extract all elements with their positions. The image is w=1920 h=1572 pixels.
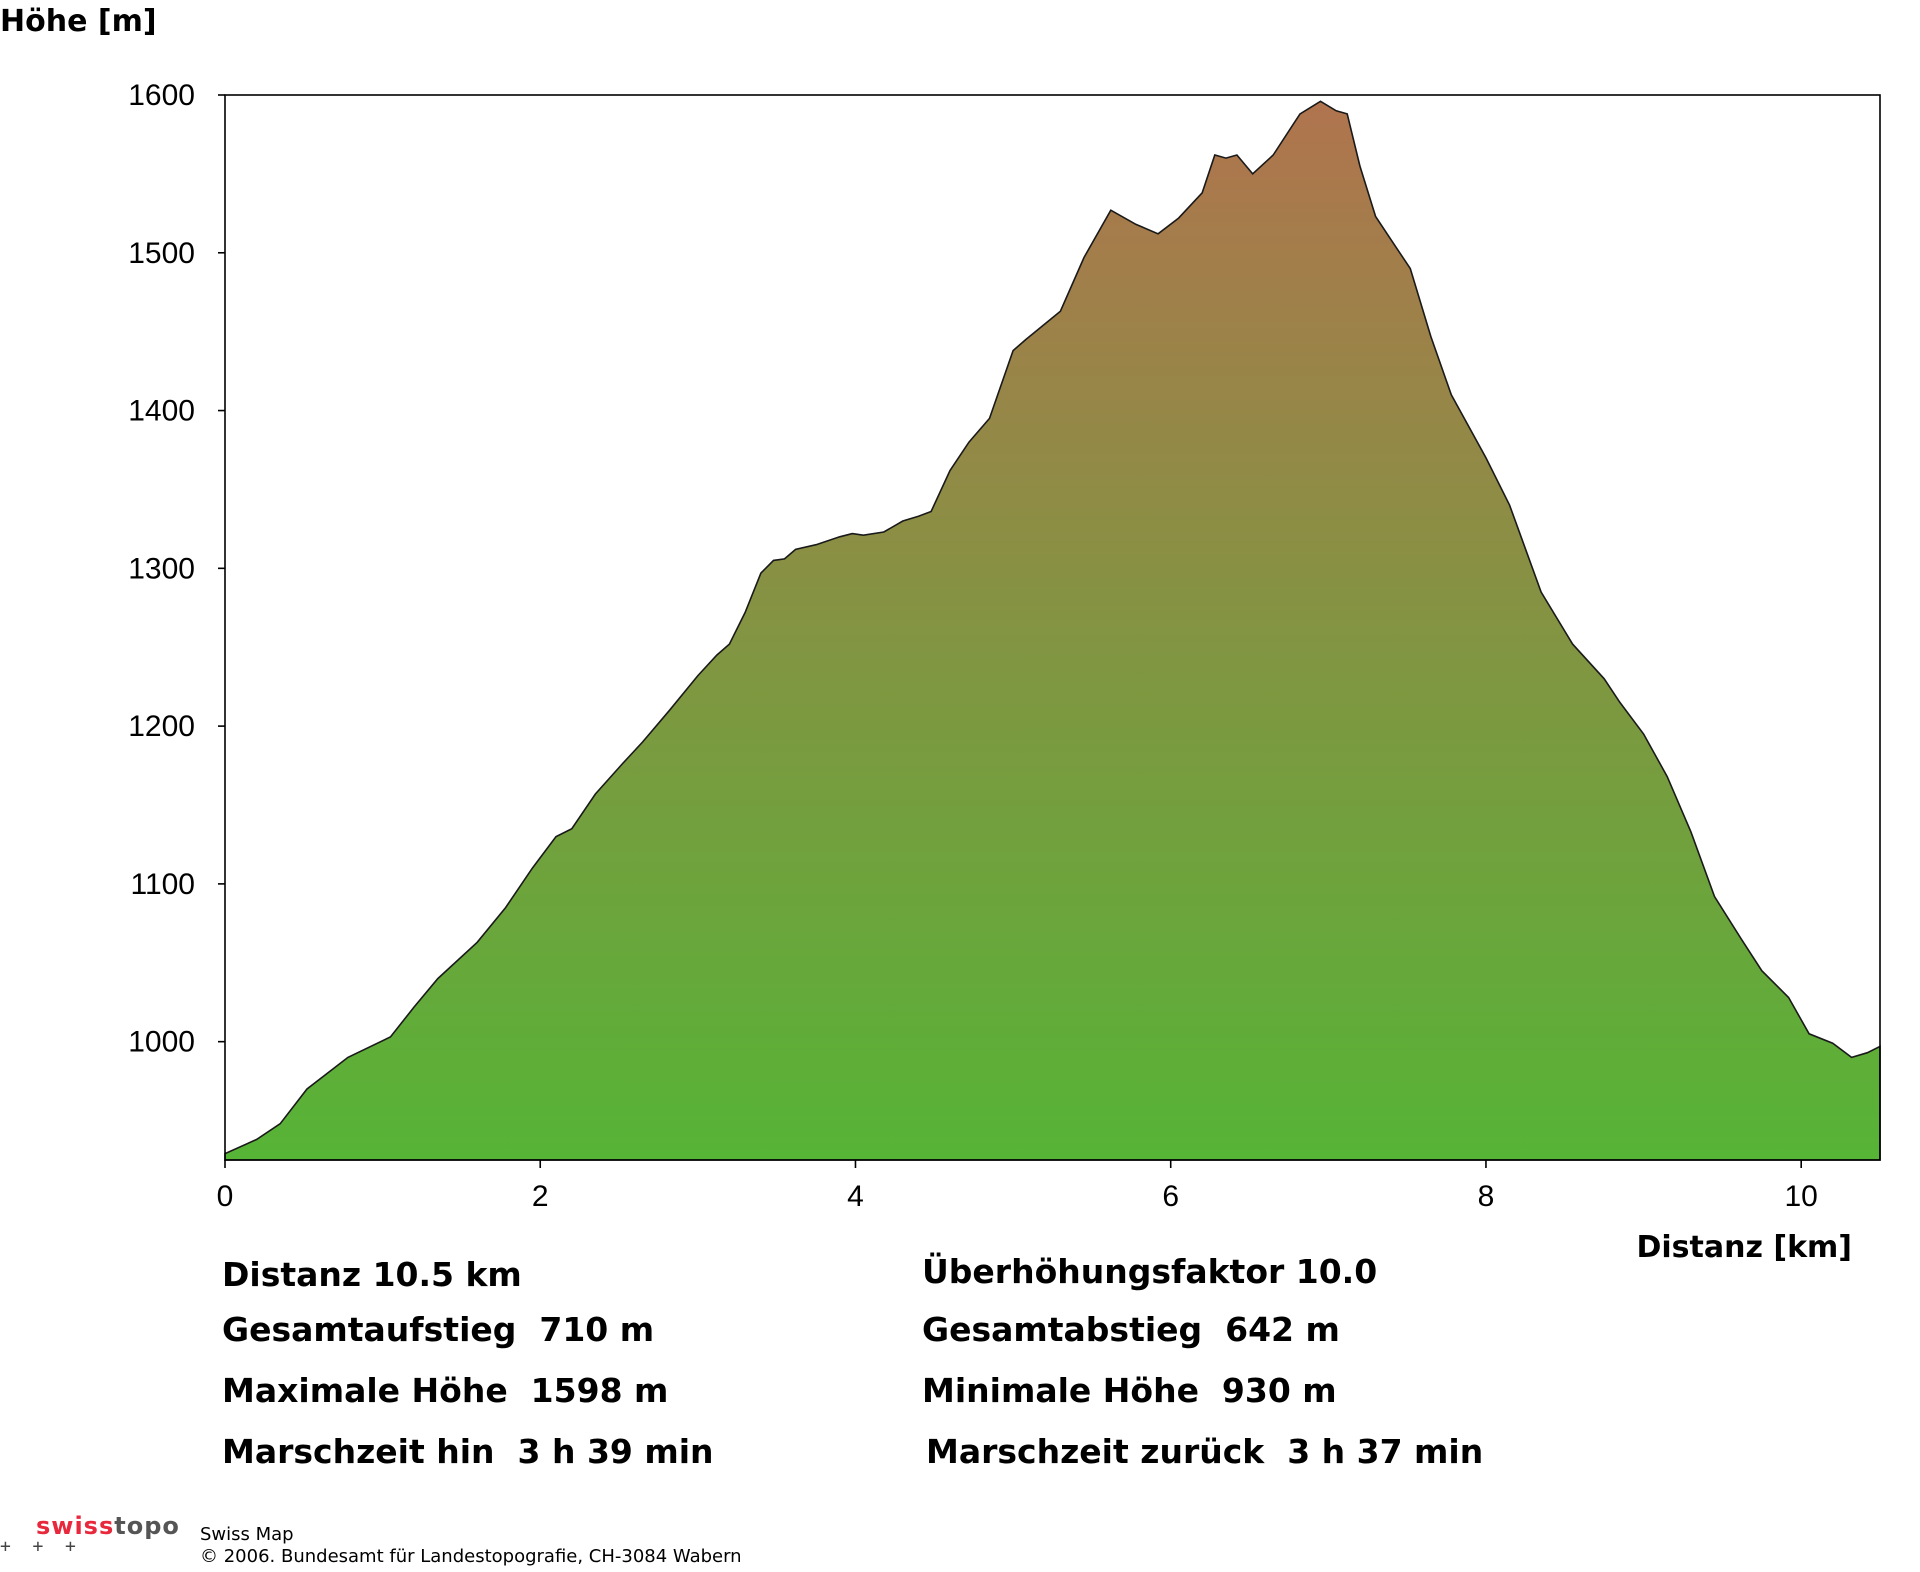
x-axis: 0 2 4 6 8 10 <box>217 1160 1818 1213</box>
elevation-area <box>224 100 1881 1161</box>
stat-ueberhoehungsfaktor: Überhöhungsfaktor 10.0 <box>922 1252 1378 1291</box>
y-tick-label: 1500 <box>128 237 195 270</box>
y-tick-label: 1200 <box>128 710 195 743</box>
x-tick-label: 0 <box>217 1180 234 1213</box>
footer-product: Swiss Map <box>200 1524 294 1545</box>
x-tick-label: 10 <box>1785 1180 1818 1213</box>
logo-topo: topo <box>114 1512 180 1540</box>
y-tick-label: 1400 <box>128 395 195 428</box>
x-tick-label: 2 <box>532 1180 549 1213</box>
y-tick-label: 1600 <box>128 79 195 112</box>
stat-distanz: Distanz 10.5 km <box>222 1255 522 1294</box>
y-axis: 1000 1100 1200 1300 1400 1500 1600 <box>128 79 225 1059</box>
y-axis-title: Höhe [m] <box>0 4 157 39</box>
y-tick-label: 1300 <box>128 552 195 585</box>
y-tick-label: 1000 <box>128 1026 195 1059</box>
x-tick-label: 8 <box>1478 1180 1495 1213</box>
x-axis-title: Distanz [km] <box>1636 1230 1852 1265</box>
logo-swiss: swiss <box>36 1512 115 1540</box>
footer-crosses: + + + <box>0 1536 76 1557</box>
stat-minimale-hoehe: Minimale Höhe 930 m <box>922 1371 1337 1410</box>
stat-maximale-hoehe: Maximale Höhe 1598 m <box>222 1371 669 1410</box>
stat-gesamtaufstieg: Gesamtaufstieg 710 m <box>222 1310 655 1349</box>
stat-marschzeit-zurueck: Marschzeit zurück 3 h 37 min <box>926 1432 1484 1471</box>
plot-frame <box>224 94 1881 1161</box>
y-tick-label: 1100 <box>130 868 195 901</box>
x-tick-label: 4 <box>847 1180 864 1213</box>
swisstopo-logo: swisstopo <box>36 1512 180 1540</box>
stat-gesamtabstieg: Gesamtabstieg 642 m <box>922 1310 1340 1349</box>
stat-marschzeit-hin: Marschzeit hin 3 h 39 min <box>222 1432 714 1471</box>
footer-copyright: © 2006. Bundesamt für Landestopografie, … <box>200 1546 742 1567</box>
x-tick-label: 6 <box>1162 1180 1179 1213</box>
